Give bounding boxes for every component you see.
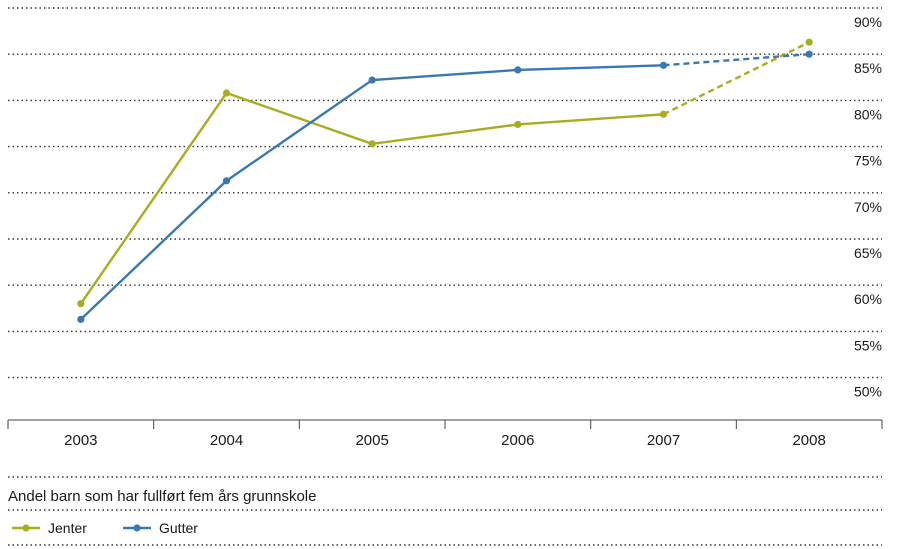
legend-label: Jenter xyxy=(48,520,87,536)
chart-footer: Andel barn som har fullført fem års grun… xyxy=(8,476,882,546)
data-point xyxy=(368,76,376,84)
series-line-projection xyxy=(663,53,810,67)
y-tick-label: 55% xyxy=(854,337,882,353)
gridlines xyxy=(8,7,882,379)
y-tick-label: 75% xyxy=(854,153,882,169)
y-tick-label: 65% xyxy=(854,245,882,261)
series-line xyxy=(79,91,664,305)
x-tick-label: 2006 xyxy=(501,432,534,449)
data-point xyxy=(659,61,668,69)
legend-label: Gutter xyxy=(159,520,198,536)
x-tick-label: 2003 xyxy=(64,432,97,449)
legend-swatch-dot xyxy=(133,524,141,532)
x-tick-label: 2007 xyxy=(647,432,680,449)
data-point xyxy=(805,38,813,46)
y-tick-label: 90% xyxy=(854,14,882,30)
data-point xyxy=(805,50,813,58)
data-point xyxy=(77,315,85,323)
x-tick-label: 2008 xyxy=(792,432,825,449)
y-axis-ticks: 90% 85% 80% 75% 70% 65% 60% 55% 50% xyxy=(854,14,882,400)
y-tick-label: 50% xyxy=(854,384,882,400)
data-point xyxy=(77,300,85,308)
series-lines xyxy=(77,38,813,323)
data-point xyxy=(659,110,668,118)
x-axis: 2003 2004 2005 2006 2007 2008 xyxy=(7,419,883,449)
data-point xyxy=(222,177,231,185)
data-point xyxy=(368,140,376,148)
y-tick-label: 85% xyxy=(854,60,882,76)
y-tick-label: 60% xyxy=(854,291,882,307)
x-tick-label: 2005 xyxy=(355,432,388,449)
legend-item-jenter: Jenter xyxy=(12,520,87,536)
legend-swatch-dot xyxy=(22,524,30,532)
y-tick-label: 80% xyxy=(854,106,882,122)
series-gutter xyxy=(77,50,813,323)
legend-item-gutter: Gutter xyxy=(123,520,198,536)
legend: Jenter Gutter xyxy=(12,520,198,536)
x-tick-label: 2004 xyxy=(210,432,243,449)
series-jenter xyxy=(77,38,813,308)
data-point xyxy=(514,66,522,74)
data-point xyxy=(222,89,231,97)
y-tick-label: 70% xyxy=(854,199,882,215)
series-line-projection xyxy=(662,41,810,116)
data-point xyxy=(514,120,522,129)
chart-caption: Andel barn som har fullført fem års grun… xyxy=(8,488,316,505)
